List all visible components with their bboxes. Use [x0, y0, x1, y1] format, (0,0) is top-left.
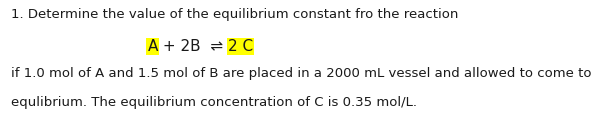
- Text: 1. Determine the value of the equilibrium constant fro the reaction: 1. Determine the value of the equilibriu…: [11, 8, 458, 21]
- Text: 2 C: 2 C: [228, 39, 253, 54]
- Text: + 2B  ⇌: + 2B ⇌: [158, 39, 228, 54]
- Text: A: A: [147, 39, 158, 54]
- Text: equlibrium. The equilibrium concentration of C is 0.35 mol/L.: equlibrium. The equilibrium concentratio…: [11, 96, 417, 109]
- Text: if 1.0 mol of A and 1.5 mol of B are placed in a 2000 mL vessel and allowed to c: if 1.0 mol of A and 1.5 mol of B are pla…: [11, 67, 591, 80]
